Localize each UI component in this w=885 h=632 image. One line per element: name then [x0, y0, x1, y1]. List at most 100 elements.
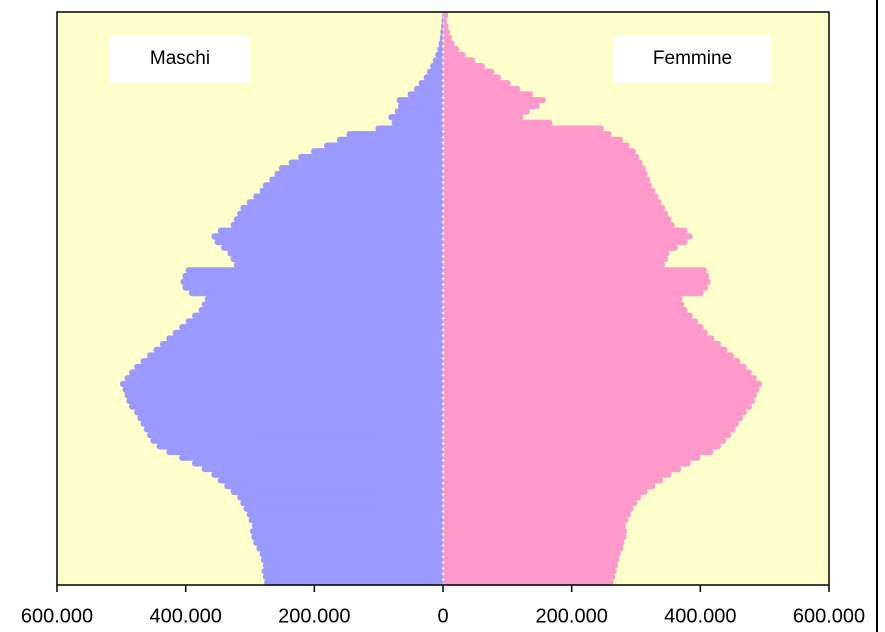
bar: [288, 159, 443, 166]
bar: [437, 46, 443, 53]
bar: [443, 57, 476, 64]
bar: [443, 528, 627, 535]
bar: [443, 307, 688, 314]
bar: [188, 289, 443, 297]
bar: [230, 488, 443, 495]
bar: [443, 522, 626, 529]
bar: [443, 34, 453, 41]
bar: [246, 511, 443, 518]
x-tick-label: 600.000: [793, 605, 865, 627]
bar: [179, 454, 443, 461]
bar: [240, 204, 443, 212]
legend-label: Maschi: [150, 48, 210, 69]
bar: [443, 159, 643, 166]
bar: [443, 29, 451, 36]
bar: [443, 74, 501, 81]
bar: [443, 153, 640, 161]
bar: [443, 567, 617, 575]
bar: [261, 567, 443, 575]
bar: [143, 426, 443, 433]
bar: [166, 335, 443, 342]
bar: [443, 165, 646, 172]
bar: [443, 233, 693, 240]
bar: [443, 318, 698, 325]
bar: [311, 148, 443, 155]
bar: [443, 539, 625, 546]
bar: [253, 193, 443, 200]
bar: [443, 358, 741, 365]
bar: [443, 216, 672, 223]
bar: [262, 573, 443, 580]
bar: [443, 562, 618, 569]
bar: [126, 397, 443, 405]
bar: [217, 227, 443, 234]
bar: [278, 165, 443, 172]
bar: [443, 392, 757, 399]
bar: [227, 250, 443, 257]
bar: [423, 74, 443, 81]
bar: [443, 68, 495, 76]
bar: [172, 329, 444, 336]
bar: [443, 267, 707, 274]
bar: [443, 91, 534, 98]
bar: [150, 437, 444, 444]
bar: [440, 29, 443, 36]
bar: [443, 505, 634, 512]
bar: [443, 329, 709, 336]
bar: [443, 448, 714, 456]
bar: [443, 431, 732, 439]
bar: [259, 550, 443, 558]
bar: [443, 102, 540, 110]
bar: [237, 494, 443, 501]
bar: [443, 114, 524, 121]
x-tick-label: 600.000: [21, 605, 93, 627]
bar: [432, 57, 443, 64]
bar: [443, 284, 709, 291]
bar: [243, 505, 443, 512]
bar: [251, 533, 443, 541]
bar: [185, 318, 443, 325]
bar: [256, 545, 443, 552]
bar: [443, 250, 670, 257]
bar: [201, 465, 443, 473]
bar: [443, 227, 688, 234]
bar: [441, 23, 443, 30]
bar: [248, 516, 443, 524]
bar: [221, 244, 443, 251]
bar: [443, 341, 721, 348]
bar: [443, 244, 678, 251]
bar: [443, 176, 651, 183]
bar: [443, 386, 760, 393]
bar: [211, 471, 443, 478]
bar: [124, 375, 444, 382]
bar: [443, 550, 621, 558]
bar: [443, 295, 683, 302]
bar: [443, 301, 685, 308]
bar: [443, 465, 682, 473]
bar: [443, 261, 665, 268]
bar: [346, 131, 443, 138]
bar: [443, 238, 688, 246]
bar: [443, 516, 629, 524]
bar: [443, 119, 553, 127]
bar: [443, 499, 638, 507]
bar: [298, 153, 443, 161]
bar: [253, 539, 443, 546]
bar: [180, 278, 443, 285]
bar: [140, 420, 443, 427]
bar: [443, 23, 449, 30]
bar: [153, 346, 443, 353]
bar: [443, 494, 642, 501]
legend-box: [110, 35, 250, 83]
bar: [443, 289, 704, 297]
bar: [443, 40, 455, 47]
bar: [443, 182, 653, 189]
bar: [230, 221, 443, 229]
bar: [443, 488, 648, 495]
bar: [443, 471, 672, 478]
bar: [179, 324, 443, 331]
bar: [274, 170, 443, 178]
bar: [394, 108, 443, 115]
bar: [443, 51, 466, 58]
bar: [134, 409, 443, 416]
